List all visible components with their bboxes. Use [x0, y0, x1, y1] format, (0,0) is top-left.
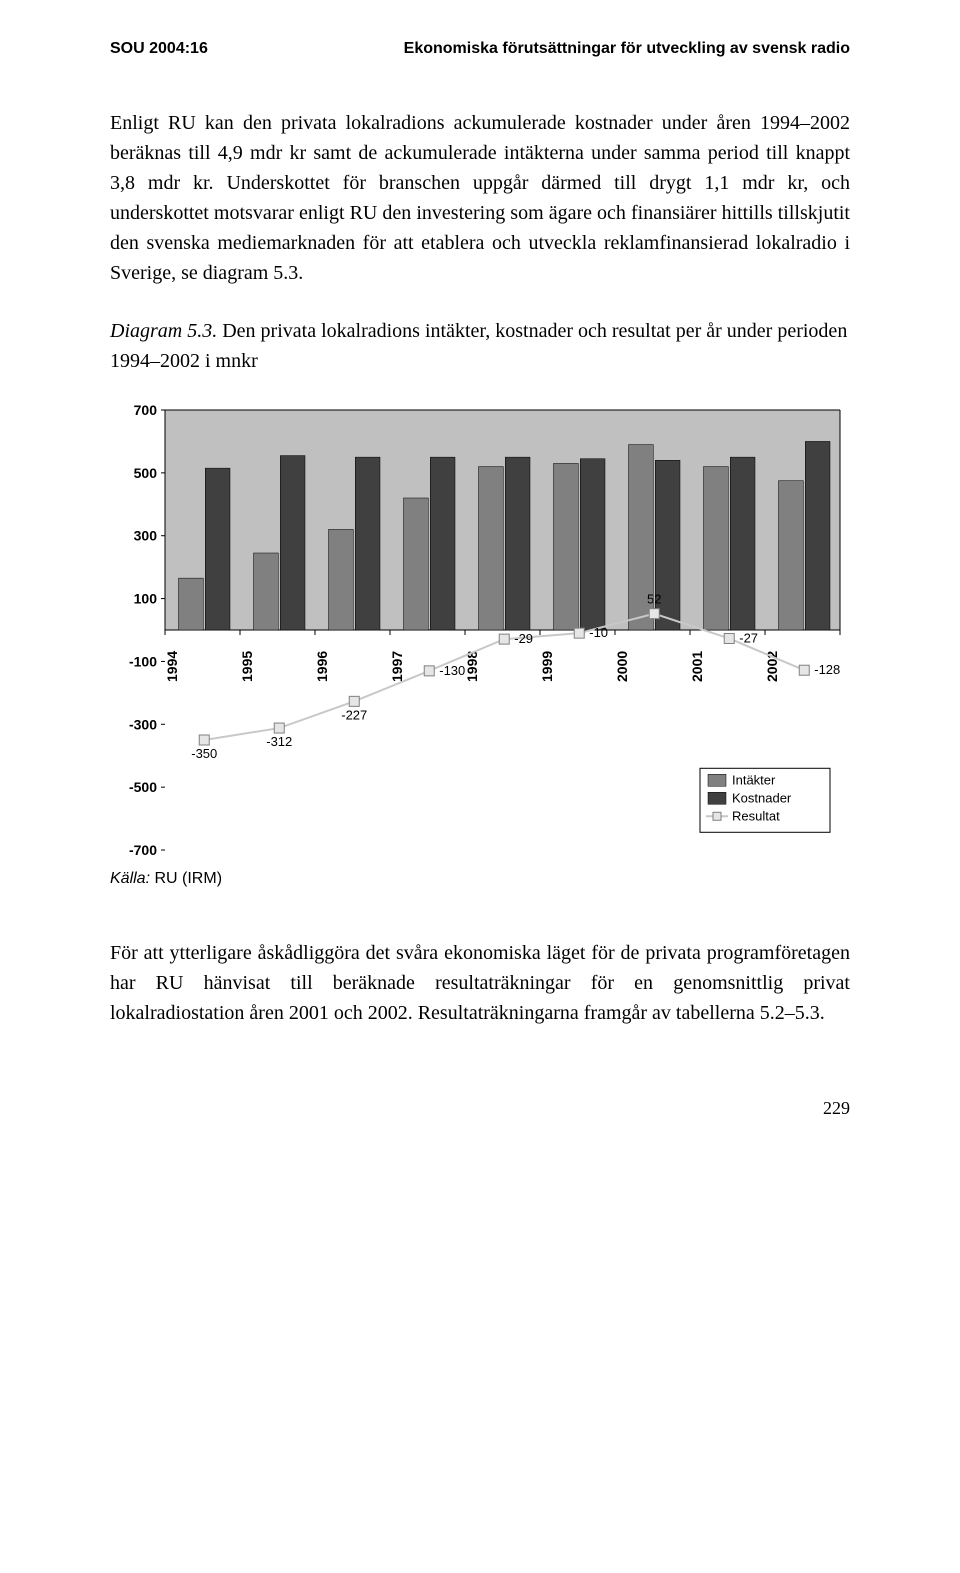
running-header: SOU 2004:16 Ekonomiska förutsättningar f… — [110, 40, 850, 58]
chart-svg: 700 500 300 100 -100 -300 -500 -700 1994 1995 1996… — [110, 400, 850, 860]
resultat-marker — [799, 665, 809, 675]
source-label: Källa: — [110, 870, 150, 887]
resultat-marker — [274, 723, 284, 733]
bar-kostnader — [280, 456, 305, 630]
y-tick-label: -300 — [129, 716, 157, 732]
resultat-value-label: -350 — [191, 746, 217, 761]
resultat-marker — [574, 628, 584, 638]
year-label: 1994 — [164, 651, 180, 682]
legend-label-kostnader: Kostnader — [732, 790, 792, 805]
resultat-value-label: -27 — [739, 630, 758, 645]
resultat-value-label: -128 — [814, 662, 840, 677]
resultat-marker — [349, 696, 359, 706]
header-left: SOU 2004:16 — [110, 40, 208, 58]
y-tick-label: 300 — [134, 528, 158, 544]
bar-intakter — [404, 498, 429, 630]
legend-swatch-intakter — [708, 774, 726, 786]
year-label: 1996 — [314, 651, 330, 682]
bar-kostnader — [505, 457, 530, 630]
bar-intakter — [179, 578, 204, 630]
caption-text: Den privata lokalradions intäkter, kostn… — [110, 320, 847, 372]
y-tick-label: 100 — [134, 591, 158, 607]
diagram-caption: Diagram 5.3. Den privata lokalradions in… — [110, 316, 850, 376]
caption-label: Diagram 5.3. — [110, 320, 217, 342]
header-right: Ekonomiska förutsättningar för utvecklin… — [404, 40, 850, 58]
y-tick-label: 500 — [134, 465, 158, 481]
resultat-marker — [499, 634, 509, 644]
resultat-value-label: -312 — [266, 734, 292, 749]
bar-kostnader — [205, 468, 230, 630]
bar-kostnader — [580, 459, 605, 630]
bar-kostnader — [805, 441, 830, 630]
page-number: 229 — [110, 1098, 850, 1119]
resultat-value-label: -29 — [514, 631, 533, 646]
resultat-marker — [424, 666, 434, 676]
bar-intakter — [704, 467, 729, 630]
page: SOU 2004:16 Ekonomiska förutsättningar f… — [0, 0, 960, 1159]
source-text: RU (IRM) — [150, 870, 222, 887]
bar-intakter — [479, 467, 504, 630]
bar-kostnader — [730, 457, 755, 630]
resultat-line — [204, 614, 804, 740]
resultat-value-label: -10 — [589, 625, 608, 640]
resultat-value-label: -130 — [439, 663, 465, 678]
bar-kostnader — [355, 457, 380, 630]
paragraph-2: För att ytterligare åskådliggöra det svå… — [110, 938, 850, 1028]
source-line: Källa: RU (IRM) — [110, 870, 850, 888]
year-label: 2002 — [764, 651, 780, 682]
resultat-marker — [649, 609, 659, 619]
paragraph-1: Enligt RU kan den privata lokalradions a… — [110, 108, 850, 288]
resultat-marker — [724, 633, 734, 643]
y-tick-label: -500 — [129, 779, 157, 795]
legend-swatch-kostnader — [708, 792, 726, 804]
resultat-marker — [199, 735, 209, 745]
legend-label-resultat: Resultat — [732, 808, 780, 823]
bar-kostnader — [430, 457, 455, 630]
year-label: 1995 — [239, 651, 255, 682]
legend-label-intakter: Intäkter — [732, 772, 776, 787]
year-label: 2000 — [614, 651, 630, 682]
y-tick-label: -100 — [129, 653, 157, 669]
year-label: 1999 — [539, 651, 555, 682]
bar-intakter — [554, 463, 579, 630]
y-tick-label: -700 — [129, 842, 157, 858]
y-tick-label: 700 — [134, 402, 158, 418]
bar-intakter — [329, 529, 354, 630]
resultat-value-label: 52 — [647, 592, 661, 607]
resultat-value-label: -227 — [341, 707, 367, 722]
year-label: 1997 — [389, 651, 405, 682]
bar-intakter — [254, 553, 279, 630]
legend-marker-resultat — [713, 812, 721, 820]
chart-container: 700 500 300 100 -100 -300 -500 -700 1994 1995 1996… — [110, 400, 850, 860]
bar-intakter — [779, 481, 804, 630]
year-label: 2001 — [689, 651, 705, 682]
